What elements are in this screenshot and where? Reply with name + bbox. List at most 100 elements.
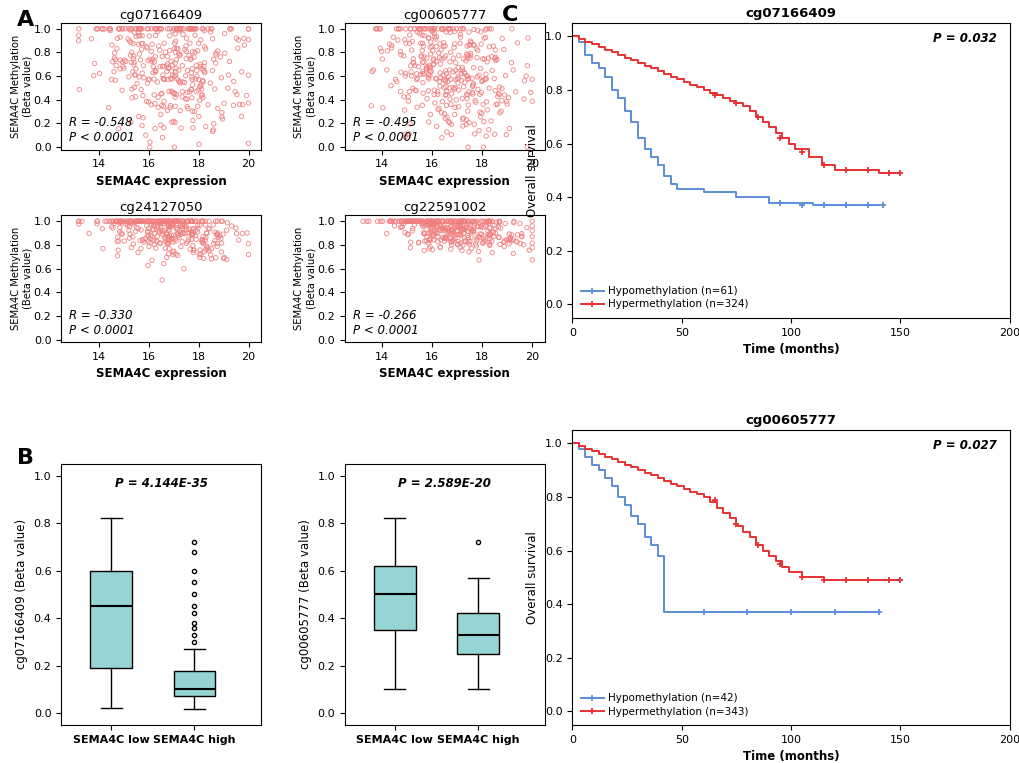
Point	[392, 46, 409, 58]
Point	[419, 92, 435, 105]
Text: R = -0.266
P < 0.0001: R = -0.266 P < 0.0001	[353, 309, 418, 337]
Point	[467, 216, 483, 228]
Point	[424, 230, 440, 242]
Point	[365, 64, 381, 76]
Point	[219, 82, 235, 95]
Point	[209, 240, 225, 253]
Point	[465, 226, 481, 238]
Point	[151, 23, 167, 35]
Point	[512, 237, 528, 250]
Point	[223, 220, 239, 232]
Point	[386, 215, 403, 227]
Point	[179, 227, 196, 239]
Point	[458, 222, 474, 234]
Point	[231, 98, 248, 111]
Point	[183, 92, 200, 104]
Point	[448, 225, 465, 237]
Point	[123, 83, 140, 95]
Point	[161, 23, 177, 35]
Point	[452, 227, 469, 239]
Point	[500, 233, 517, 246]
Point	[461, 217, 477, 230]
Point	[426, 89, 442, 101]
Point	[131, 215, 148, 227]
Point	[140, 23, 156, 35]
Point	[458, 55, 474, 67]
Point	[515, 239, 531, 251]
Point	[181, 223, 198, 235]
Point	[421, 233, 437, 246]
Point	[164, 215, 180, 227]
Y-axis label: SEMA4C Methylation
(Beta value): SEMA4C Methylation (Beta value)	[11, 227, 33, 330]
Point	[172, 77, 189, 89]
Point	[146, 238, 162, 250]
Point	[426, 31, 442, 43]
Point	[459, 48, 475, 60]
Point	[475, 141, 491, 153]
Point	[421, 234, 437, 246]
Point	[448, 221, 465, 233]
Point	[127, 31, 144, 43]
Point	[156, 37, 172, 50]
Point	[463, 37, 479, 49]
Point	[423, 66, 439, 78]
Point	[157, 215, 173, 227]
Point	[213, 233, 229, 245]
Point	[453, 64, 470, 76]
Point	[428, 40, 444, 53]
Point	[422, 41, 438, 53]
Point	[385, 31, 401, 43]
Point	[431, 241, 447, 253]
Point	[453, 244, 470, 256]
Point	[455, 66, 472, 79]
Point	[194, 237, 210, 249]
Point	[233, 111, 250, 123]
Point	[146, 216, 162, 228]
Point	[126, 215, 143, 227]
Point	[140, 259, 156, 272]
Point	[113, 215, 129, 227]
Point	[159, 50, 175, 63]
Point	[198, 219, 214, 231]
Point	[498, 233, 515, 246]
Point	[442, 215, 459, 227]
Point	[143, 229, 159, 241]
Point	[167, 248, 183, 260]
Point	[156, 95, 172, 108]
Point	[411, 215, 427, 227]
Point	[236, 39, 253, 51]
Point	[185, 23, 202, 35]
Point	[151, 226, 167, 238]
Point	[438, 215, 454, 227]
Point	[481, 238, 497, 250]
Point	[183, 66, 200, 79]
Point	[183, 229, 200, 241]
Point	[420, 72, 436, 85]
Point	[178, 45, 195, 57]
Point	[383, 42, 399, 54]
Point	[429, 230, 445, 243]
Point	[144, 230, 160, 243]
Point	[126, 69, 143, 81]
Point	[213, 111, 229, 123]
Point	[150, 25, 166, 37]
Point	[374, 101, 390, 114]
Point	[423, 227, 439, 240]
Point	[424, 45, 440, 57]
Point	[125, 50, 142, 63]
Point	[474, 75, 490, 87]
Point	[465, 215, 481, 227]
Point	[460, 89, 476, 101]
Point	[153, 23, 169, 35]
Point	[118, 215, 135, 227]
Point	[159, 23, 175, 35]
Point	[215, 253, 231, 265]
Point	[166, 216, 182, 228]
Point	[146, 215, 162, 227]
Point	[185, 223, 202, 235]
Point	[458, 69, 474, 82]
Point	[132, 215, 149, 227]
Point	[437, 112, 453, 124]
Point	[429, 89, 445, 101]
Point	[199, 227, 215, 240]
